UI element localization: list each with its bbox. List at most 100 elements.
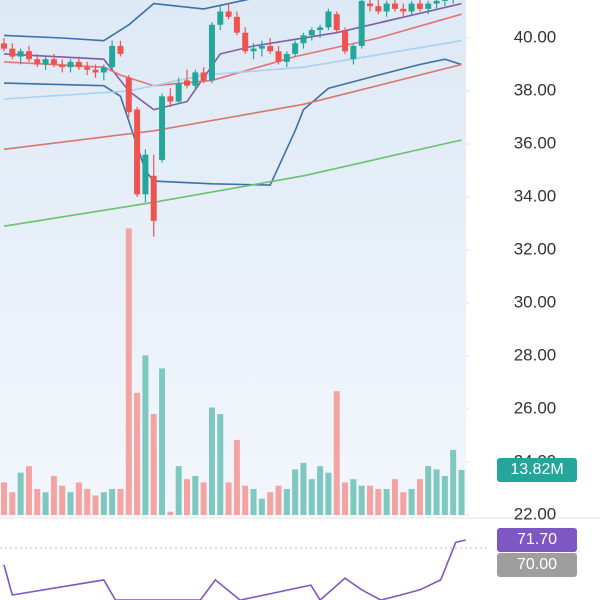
volume-bar bbox=[167, 511, 174, 515]
rsi-plot bbox=[3, 539, 466, 600]
candle-body bbox=[59, 64, 66, 68]
candle-body bbox=[333, 14, 340, 31]
candle-body bbox=[283, 53, 290, 62]
indicator-line bbox=[3, 139, 462, 227]
candle-body bbox=[109, 45, 116, 68]
y-tick-label: 38.00 bbox=[514, 80, 557, 99]
volume-bar bbox=[242, 485, 249, 515]
volume-bar bbox=[408, 488, 415, 515]
y-tick-label: 30.00 bbox=[514, 292, 557, 311]
volume-bar bbox=[117, 488, 124, 515]
candle-body bbox=[383, 3, 390, 12]
volume-bar bbox=[125, 228, 132, 515]
volume-bar bbox=[134, 392, 141, 515]
candle-body bbox=[408, 3, 415, 12]
candle-body bbox=[258, 45, 265, 49]
volume-label: 13.82M bbox=[510, 461, 563, 478]
indicator-line bbox=[3, 0, 250, 42]
volume-bar bbox=[367, 485, 373, 515]
candle-body bbox=[167, 96, 174, 102]
volume-bar bbox=[34, 488, 41, 515]
volume-bar bbox=[267, 492, 274, 515]
candle-body bbox=[325, 11, 332, 28]
candle-body bbox=[416, 3, 423, 9]
rsi-level-label: 70.00 bbox=[517, 556, 557, 573]
volume-bar bbox=[9, 492, 16, 515]
candle-body bbox=[242, 32, 249, 52]
candle-body bbox=[358, 0, 365, 46]
candle-body bbox=[34, 59, 41, 65]
volume-bar bbox=[50, 475, 57, 515]
volume-bar bbox=[350, 479, 357, 515]
volume-bar bbox=[358, 485, 365, 515]
volume-bar bbox=[383, 488, 390, 515]
volume-bar bbox=[233, 440, 240, 515]
volume-bar bbox=[375, 488, 382, 515]
volume-bar bbox=[400, 492, 407, 515]
volume-bar bbox=[441, 475, 448, 515]
volume-bar bbox=[308, 479, 315, 515]
candle-body bbox=[350, 45, 357, 60]
volume-bar bbox=[150, 414, 157, 515]
candle-body bbox=[67, 61, 74, 68]
candle-body bbox=[233, 16, 240, 33]
candle-body bbox=[317, 27, 324, 31]
volume-bar bbox=[0, 482, 7, 515]
volume-bar bbox=[391, 479, 398, 515]
volume-bar bbox=[300, 462, 307, 515]
volume-bar bbox=[25, 466, 32, 515]
candle-body bbox=[217, 11, 224, 25]
candle-body bbox=[200, 72, 207, 81]
candle-body bbox=[84, 67, 91, 70]
rsi-level-badge bbox=[497, 553, 577, 578]
candle-body bbox=[292, 43, 299, 54]
y-tick-label: 40.00 bbox=[514, 27, 557, 46]
rsi-badge bbox=[497, 528, 577, 553]
y-tick-label: 28.00 bbox=[514, 345, 557, 364]
candle-body bbox=[367, 3, 373, 7]
volume-bar bbox=[192, 475, 199, 515]
y-tick-label: 26.00 bbox=[514, 398, 557, 417]
volume-bar bbox=[433, 469, 440, 515]
volume-bar bbox=[258, 498, 265, 515]
volume-bar bbox=[208, 407, 215, 515]
volume-bar bbox=[175, 466, 182, 515]
candle-body bbox=[250, 48, 257, 52]
price-pane bbox=[0, 0, 466, 516]
volume-bar bbox=[142, 355, 149, 515]
candle-body bbox=[441, 0, 448, 1]
indicator-line bbox=[3, 58, 462, 186]
volume-bar bbox=[458, 469, 465, 515]
candle-body bbox=[425, 3, 432, 9]
volume-bar bbox=[159, 368, 166, 515]
candle-body bbox=[9, 48, 16, 57]
volume-bar bbox=[416, 479, 423, 515]
volume-bar bbox=[342, 482, 349, 515]
indicator-line bbox=[3, 63, 462, 151]
candle-body bbox=[433, 0, 440, 4]
volume-bar bbox=[250, 488, 257, 515]
candle-body bbox=[142, 154, 149, 195]
candle-body bbox=[192, 72, 199, 86]
rsi-label: 71.70 bbox=[517, 531, 557, 548]
candle-body bbox=[0, 43, 7, 49]
volume-bar bbox=[317, 466, 324, 515]
candle-body bbox=[117, 45, 124, 54]
candle-body bbox=[342, 30, 349, 52]
candle-body bbox=[17, 51, 24, 57]
candle-body bbox=[267, 45, 274, 52]
y-tick-label: 32.00 bbox=[514, 239, 557, 258]
candle-body bbox=[50, 59, 57, 65]
volume-badge bbox=[497, 457, 577, 482]
volume-bar bbox=[217, 414, 224, 515]
candle-body bbox=[400, 8, 407, 12]
candle-body bbox=[225, 11, 232, 17]
volume-bar bbox=[325, 472, 332, 515]
candle-body bbox=[25, 51, 32, 60]
candle-body bbox=[184, 80, 190, 86]
candle-body bbox=[375, 6, 382, 12]
candle-body bbox=[134, 109, 141, 195]
volume-bar bbox=[109, 488, 116, 515]
